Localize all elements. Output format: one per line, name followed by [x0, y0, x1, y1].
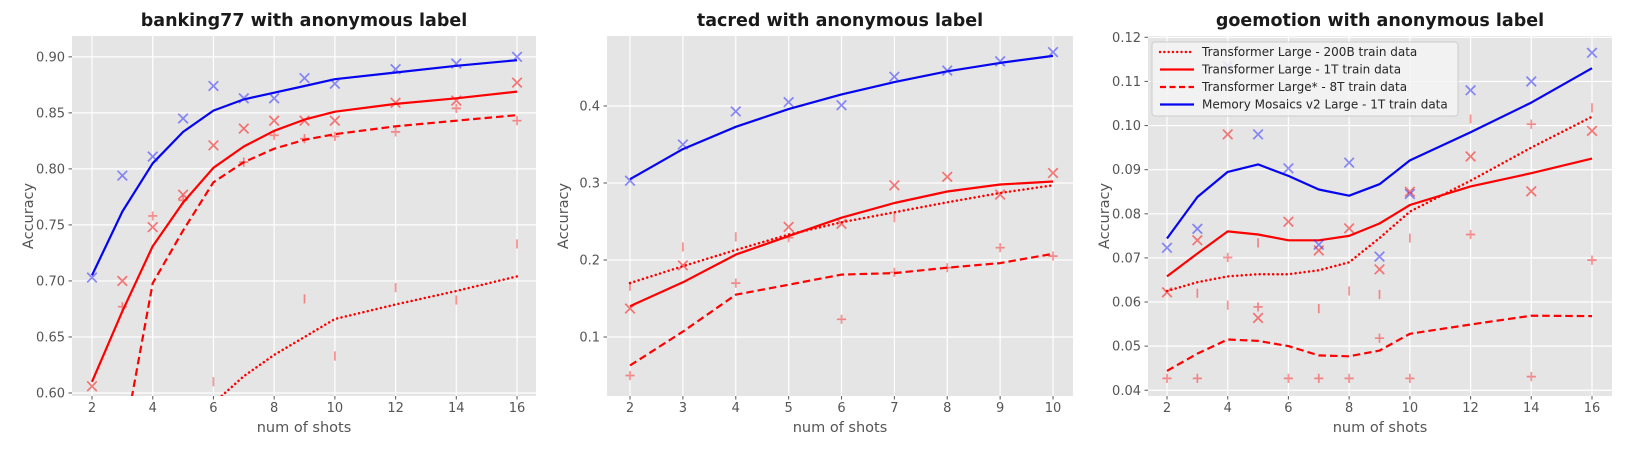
- x-tick-label: 5: [784, 401, 792, 416]
- legend-entry-label: Transformer Large* - 8T train data: [1201, 80, 1407, 94]
- x-tick-label: 4: [1224, 401, 1232, 416]
- x-tick-label: 2: [1163, 401, 1171, 416]
- series-line-solid-blue: [1166, 67, 1593, 240]
- scatter-plus-markers-red: [1162, 119, 1597, 383]
- series-line-solid-red: [1166, 157, 1593, 278]
- x-tick-label: 12: [1462, 401, 1479, 416]
- series-line-dotted-red: [628, 184, 1055, 285]
- y-tick-label: 0.70: [36, 274, 65, 289]
- scatter-x-markers-blue: [624, 46, 1059, 187]
- y-axis-label-banking77: Accuracy: [21, 182, 37, 249]
- y-tick-label: 0.65: [36, 330, 65, 345]
- y-tick-label: 0.06: [1112, 296, 1141, 311]
- y-tick-label: 0.85: [36, 106, 65, 121]
- series-line-solid-red: [90, 90, 518, 383]
- plot-area: [607, 36, 1073, 396]
- y-axis-label-tacred: Accuracy: [556, 182, 572, 249]
- x-tick-label: 2: [88, 401, 96, 416]
- chart-title-goemotion: goemotion with anonymous label: [1216, 11, 1544, 31]
- x-tick-label: 2: [626, 401, 634, 416]
- scatter-pipe-markers-red: [1196, 103, 1593, 314]
- x-tick-label: 6: [1284, 401, 1292, 416]
- legend-entry-label: Memory Mosaics v2 Large - 1T train data: [1202, 98, 1448, 112]
- scatter-pipe-markers-red: [629, 213, 896, 291]
- x-axis-label-goemotion: num of shots: [1333, 420, 1428, 436]
- series-line-dotted-red: [219, 275, 519, 396]
- series-line-solid-blue: [629, 54, 1054, 181]
- legend: Transformer Large - 200B train data Trans…: [1151, 41, 1459, 117]
- x-tick-label: 3: [679, 401, 687, 416]
- series-line-solid-blue: [91, 59, 518, 276]
- series-line-dotted-red: [1165, 115, 1594, 293]
- x-tick-label: 14: [448, 401, 465, 416]
- scatter-x-markers-blue: [86, 51, 523, 283]
- y-tick-label: 0.07: [1112, 251, 1141, 266]
- y-tick-label: 0.05: [1112, 340, 1141, 355]
- x-tick-label: 10: [327, 401, 344, 416]
- x-tick-label: 12: [387, 401, 404, 416]
- x-tick-label: 8: [270, 401, 278, 416]
- legend-box: [1151, 41, 1459, 117]
- series-line-dashed-red: [1166, 314, 1593, 372]
- y-tick-label: 0.08: [1112, 207, 1141, 222]
- x-tick-label: 6: [837, 401, 845, 416]
- y-tick-label: 0.3: [579, 177, 600, 192]
- scatter-pipe-markers-red: [212, 239, 518, 387]
- x-tick-label: 16: [509, 401, 526, 416]
- x-axis-label-banking77: num of shots: [257, 420, 352, 436]
- x-tick-label: 16: [1584, 401, 1601, 416]
- y-tick-label: 0.75: [36, 218, 65, 233]
- y-tick-label: 0.4: [579, 99, 600, 114]
- legend-entry-label: Transformer Large - 200B train data: [1201, 45, 1417, 59]
- x-tick-label: 10: [1045, 401, 1062, 416]
- series-line-dashed-red: [130, 114, 518, 396]
- plot-area: [72, 36, 536, 396]
- y-tick-label: 0.90: [36, 50, 65, 65]
- chart-title-tacred: tacred with anonymous label: [697, 11, 983, 31]
- y-axis-label-goemotion: Accuracy: [1097, 182, 1113, 249]
- y-tick-label: 0.04: [1112, 384, 1141, 399]
- y-tick-label: 0.2: [579, 254, 600, 269]
- y-tick-label: 0.11: [1112, 75, 1141, 90]
- y-tick-label: 0.1: [579, 331, 600, 346]
- x-tick-label: 4: [149, 401, 157, 416]
- scatter-x-markers-red: [624, 167, 1059, 314]
- y-tick-label: 0.10: [1112, 119, 1141, 134]
- legend-entry-label: Transformer Large - 1T train data: [1201, 63, 1401, 77]
- scatter-plus-markers-red: [117, 103, 522, 312]
- x-tick-label: 9: [996, 401, 1004, 416]
- x-tick-label: 6: [209, 401, 217, 416]
- y-tick-label: 0.60: [36, 386, 65, 401]
- series-line-dashed-red: [629, 252, 1054, 367]
- x-tick-label: 8: [943, 401, 951, 416]
- y-tick-label: 0.80: [36, 162, 65, 177]
- chart-tacred: 0.1 0.2 0.3 0.4 2 3 4 5 6 7 8 9 10: [579, 36, 1073, 416]
- scatter-x-markers-red: [1161, 125, 1598, 324]
- x-tick-label: 14: [1523, 401, 1540, 416]
- x-tick-label: 8: [1345, 401, 1353, 416]
- x-tick-label: 4: [732, 401, 740, 416]
- x-axis-label-tacred: num of shots: [793, 420, 888, 436]
- y-tick-label: 0.09: [1112, 163, 1141, 178]
- series-line-solid-red: [629, 180, 1054, 308]
- chart-title-banking77: banking77 with anonymous label: [141, 11, 468, 31]
- y-tick-label: 0.12: [1112, 31, 1141, 46]
- chart-banking77: 0.60 0.65 0.70 0.75 0.80 0.85 0.90 2 4 6 8 10 12 14 16: [36, 36, 536, 416]
- scatter-x-markers-red: [86, 77, 523, 392]
- x-tick-label: 7: [890, 401, 898, 416]
- x-tick-label: 10: [1402, 401, 1419, 416]
- scatter-plus-markers-red: [625, 233, 1058, 381]
- chart-goemotion: 0.04 0.05 0.06 0.07 0.08 0.09 0.10 0.11 0.12 2 4 6 8…: [1112, 31, 1612, 416]
